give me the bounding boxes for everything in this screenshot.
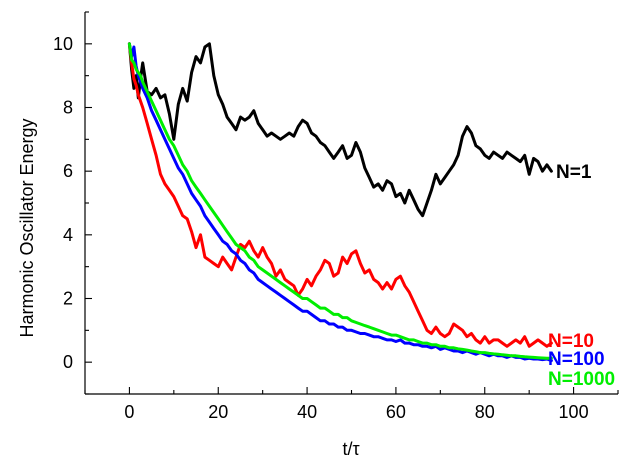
series-label-n1: N=1 [556, 162, 592, 183]
y-tick-label: 4 [63, 225, 73, 245]
y-axis-ticks: 0 2 4 6 8 10 [53, 11, 92, 395]
series-label-n1000: N=1000 [548, 369, 615, 390]
x-tick-label: 0 [124, 402, 134, 422]
series-line-n10 [127, 42, 553, 348]
series-line-n1 [127, 42, 553, 218]
x-axis-title: t/τ [342, 439, 359, 459]
x-tick-label: 40 [297, 402, 317, 422]
y-tick-label: 6 [63, 161, 73, 181]
series-line-n100 [127, 42, 553, 363]
y-tick-label: 10 [53, 34, 73, 54]
x-tick-label: 100 [559, 402, 589, 422]
x-tick-label: 60 [386, 402, 406, 422]
y-tick-label: 0 [63, 352, 73, 372]
series-label-n10: N=10 [548, 331, 594, 352]
y-tick-label: 2 [63, 289, 73, 309]
plot-frame [84, 12, 618, 395]
x-tick-label: 80 [475, 402, 495, 422]
x-tick-label: 20 [208, 402, 228, 422]
series-line-n1000 [127, 42, 553, 360]
series-label-n100: N=100 [548, 349, 605, 370]
y-tick-label: 8 [63, 98, 73, 118]
x-axis-ticks: 0 20 40 60 80 100 [84, 387, 619, 422]
series-lines [127, 42, 553, 363]
y-axis-title: Harmonic Oscillator Energy [17, 118, 37, 337]
